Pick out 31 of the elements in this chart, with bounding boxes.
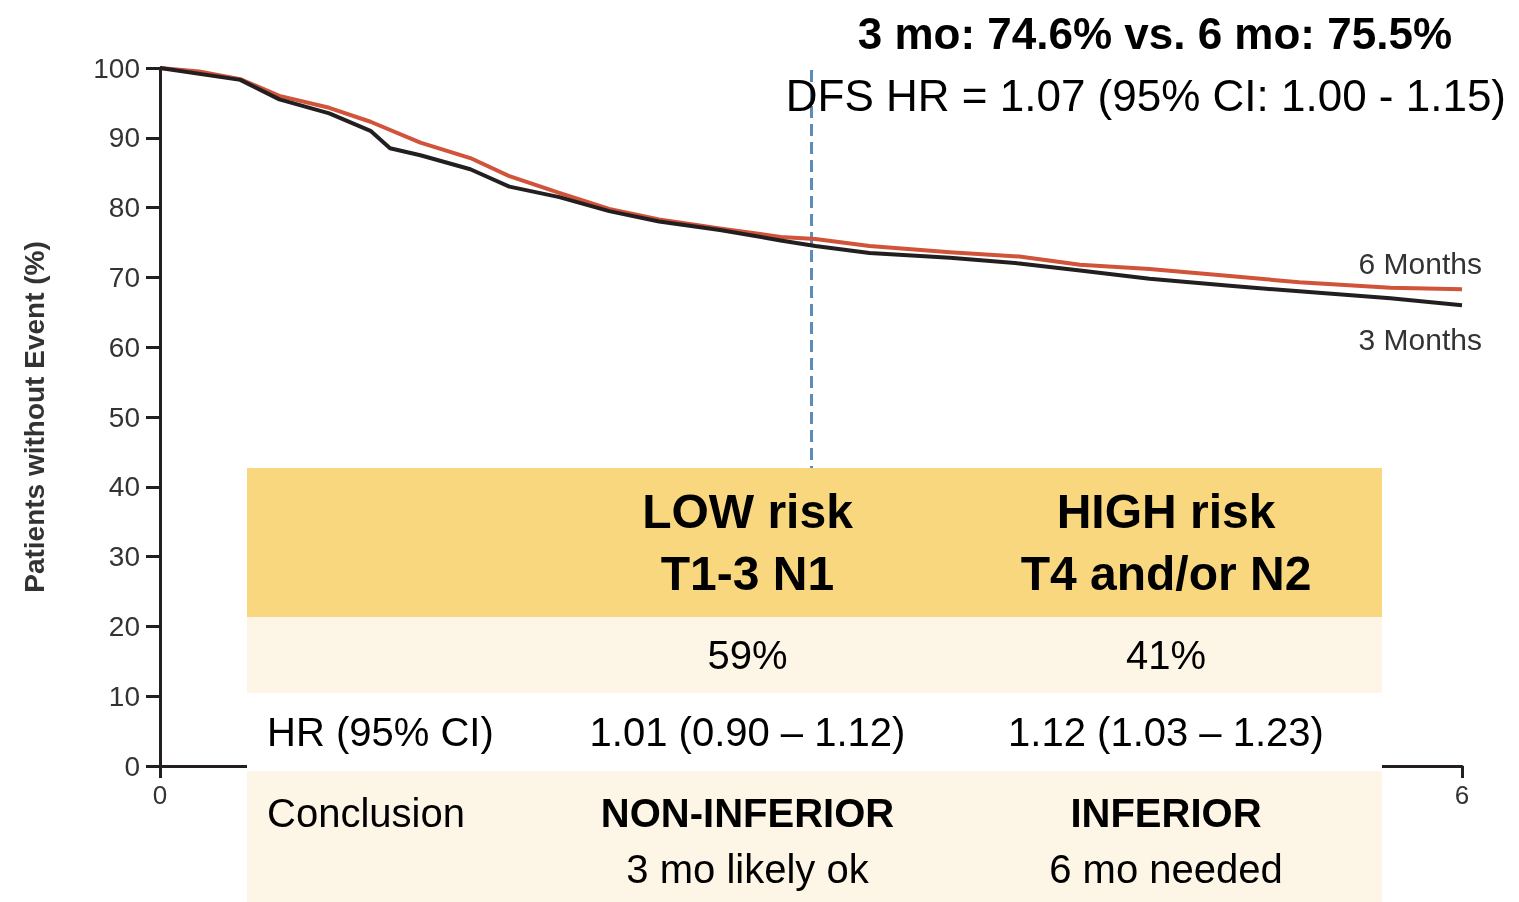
- x-tick-label: 6: [1454, 780, 1470, 810]
- annotation: T4 and/or N2: [1020, 545, 1312, 602]
- y-tick-label: 90: [108, 122, 140, 154]
- series-label: 6 Months: [1358, 246, 1482, 280]
- text: NON-INFERIOR: [600, 791, 895, 835]
- y-tick-label: 70: [108, 261, 140, 293]
- y-tick-label: 10: [108, 680, 140, 712]
- y-tick-label: 50: [108, 401, 140, 433]
- annotation: LOW risk: [642, 483, 853, 540]
- y-tick-label: 30: [108, 541, 140, 573]
- y-axis-title: Patients without Event (%): [18, 241, 50, 593]
- y-tick-label: 60: [108, 331, 140, 363]
- y-tick-label: 100: [93, 52, 140, 84]
- y-tick-label: 40: [108, 471, 140, 503]
- text: INFERIOR: [1070, 791, 1262, 835]
- annotation: HR (95% CI): [267, 709, 494, 756]
- chart-title: 3 mo: 74.6% vs. 6 mo: 75.5%: [857, 8, 1452, 58]
- annotation: 59%: [707, 632, 788, 679]
- annotation: HIGH risk: [1056, 483, 1276, 540]
- y-tick-label: 20: [108, 610, 140, 642]
- annotation: 41%: [1125, 632, 1207, 679]
- annotation: T1-3 N1: [660, 545, 835, 602]
- y-tick-label: 0: [124, 750, 140, 782]
- y-tick-label: 80: [108, 192, 140, 224]
- text: Conclusion: [267, 791, 465, 835]
- text: 3 mo likely ok: [626, 847, 869, 891]
- text: 6 mo needed: [1049, 847, 1283, 891]
- chart-subtitle: DFS HR = 1.07 (95% CI: 1.00 - 1.15): [785, 70, 1506, 120]
- series-label: 3 Months: [1358, 322, 1482, 356]
- annotation: 1.01 (0.90 – 1.12): [589, 709, 906, 756]
- annotation: 1.12 (1.03 – 1.23): [1008, 709, 1324, 756]
